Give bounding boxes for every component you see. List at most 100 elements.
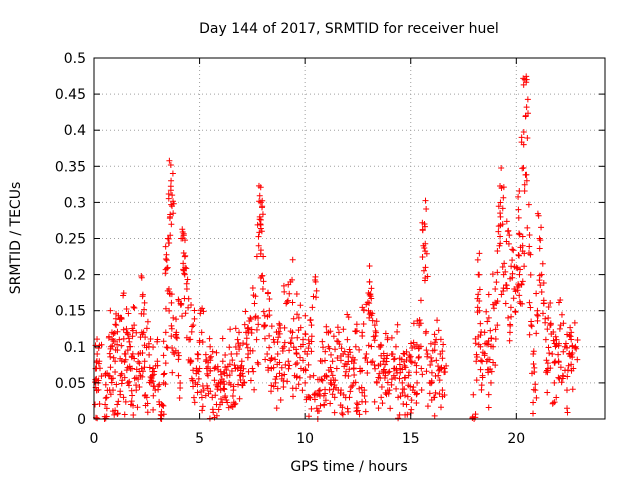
data-point-jitter <box>499 205 506 212</box>
data-point <box>253 336 260 343</box>
data-point-jitter <box>533 394 540 401</box>
data-point-jitter <box>431 341 438 348</box>
data-point-jitter <box>573 345 580 352</box>
data-point-jitter <box>361 393 368 400</box>
data-point-jitter <box>419 226 426 233</box>
data-point-jitter <box>505 314 512 321</box>
data-point-jitter <box>321 373 328 380</box>
data-point-jitter <box>384 379 391 386</box>
data-point-jitter <box>207 357 214 364</box>
data-point-jitter <box>114 347 121 354</box>
data-point-jitter <box>388 376 395 383</box>
data-point-jitter <box>439 355 446 362</box>
data-point-jitter <box>233 350 240 357</box>
data-point-jitter <box>243 341 250 348</box>
data-point-jitter <box>544 326 551 333</box>
data-point-jitter <box>270 364 277 371</box>
data-point-jitter <box>213 412 220 419</box>
data-point <box>94 351 101 358</box>
data-point-jitter <box>229 393 236 400</box>
data-point-jitter <box>502 282 509 289</box>
data-point-jitter <box>268 355 275 362</box>
data-point <box>403 401 410 408</box>
data-point-jitter <box>376 370 383 377</box>
data-point-jitter <box>531 364 538 371</box>
data-point-jitter <box>388 334 395 341</box>
data-point-jitter <box>488 343 495 350</box>
data-point <box>500 271 507 278</box>
data-point-jitter <box>384 387 391 394</box>
data-point-jitter <box>136 360 143 367</box>
data-point-jitter <box>520 81 527 88</box>
data-point-jitter <box>273 405 280 412</box>
data-point-jitter <box>384 352 391 359</box>
data-point-jitter <box>401 392 408 399</box>
data-point-jitter <box>249 285 256 292</box>
data-point-jitter <box>322 348 329 355</box>
data-point <box>542 336 549 343</box>
data-point-jitter <box>414 390 421 397</box>
data-point-jitter <box>194 389 201 396</box>
data-point <box>205 372 212 379</box>
data-point-jitter <box>102 395 109 402</box>
data-point-jitter <box>229 357 236 364</box>
data-point-jitter <box>417 343 424 350</box>
data-point-jitter <box>490 305 497 312</box>
data-point-jitter <box>535 212 542 219</box>
data-point-jitter <box>112 368 119 375</box>
data-point-jitter <box>207 388 214 395</box>
data-point-jitter <box>240 340 247 347</box>
data-point <box>207 343 214 350</box>
data-point-jitter <box>220 378 227 385</box>
data-point-jitter <box>521 263 528 270</box>
data-point-jitter <box>309 304 316 311</box>
data-point-jitter <box>139 368 146 375</box>
y-tick-label: 0.3 <box>64 195 86 211</box>
data-point-jitter <box>503 238 510 245</box>
data-point-jitter <box>569 349 576 356</box>
data-point-jitter <box>270 383 277 390</box>
data-point-jitter <box>312 273 319 280</box>
data-point-jitter <box>206 335 213 342</box>
data-point-jitter <box>516 231 523 238</box>
data-point-jitter <box>474 353 481 360</box>
data-point-jitter <box>239 382 246 389</box>
data-point-jitter <box>175 349 182 356</box>
data-point-jitter <box>155 386 162 393</box>
data-point-jitter <box>506 337 513 344</box>
data-point-jitter <box>494 269 501 276</box>
data-point <box>418 365 425 372</box>
data-point-jitter <box>226 372 233 379</box>
data-point-jitter <box>415 354 422 361</box>
data-point-jitter <box>133 382 140 389</box>
data-point-jitter <box>289 256 296 263</box>
data-point-jitter <box>339 411 346 418</box>
data-point <box>131 322 138 329</box>
data-point <box>367 293 374 300</box>
data-point-jitter <box>109 342 116 349</box>
data-point-jitter <box>528 323 535 330</box>
data-point-jitter <box>136 384 143 391</box>
data-point-jitter <box>182 310 189 317</box>
data-point-jitter <box>272 376 279 383</box>
data-point-jitter <box>526 243 533 250</box>
data-point-jitter <box>426 390 433 397</box>
data-point <box>549 351 556 358</box>
data-point-jitter <box>226 361 233 368</box>
data-point-jitter <box>418 386 425 393</box>
data-point-jitter <box>170 210 177 217</box>
data-point-jitter <box>107 307 114 314</box>
data-point-jitter <box>274 338 281 345</box>
data-point-jitter <box>408 359 415 366</box>
data-point-jitter <box>492 362 499 369</box>
data-point-jitter <box>473 377 480 384</box>
data-point-jitter <box>256 216 263 223</box>
data-point-jitter <box>419 254 426 261</box>
data-point-jitter <box>124 364 131 371</box>
data-point-jitter <box>476 250 483 257</box>
data-point-jitter <box>423 328 430 335</box>
data-point-jitter <box>143 325 150 332</box>
data-point-jitter <box>184 276 191 283</box>
data-point-jitter <box>120 326 127 333</box>
data-point-jitter <box>527 271 534 278</box>
